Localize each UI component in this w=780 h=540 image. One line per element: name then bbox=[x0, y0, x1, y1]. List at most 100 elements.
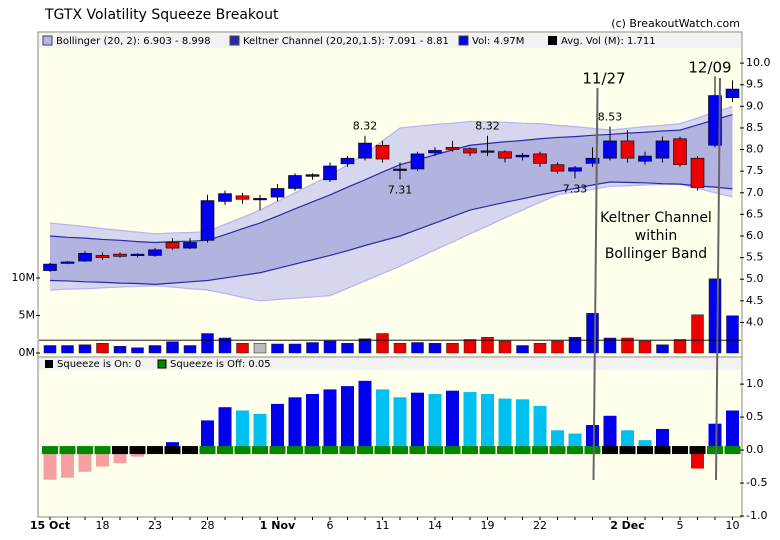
volume-bar bbox=[551, 340, 564, 354]
x-tick-label: 28 bbox=[201, 519, 215, 532]
x-tick-label: 15 Oct bbox=[30, 519, 70, 532]
volume-bar bbox=[96, 343, 109, 354]
volume-bar bbox=[621, 337, 634, 354]
volume-bar bbox=[306, 342, 319, 354]
squeeze-bar bbox=[323, 389, 337, 451]
volume-bar bbox=[43, 345, 57, 354]
squeeze-bar bbox=[446, 390, 459, 451]
volume-bar bbox=[533, 343, 547, 354]
candle-body bbox=[253, 198, 267, 201]
squeeze-bar bbox=[78, 450, 92, 472]
squeeze-dot bbox=[392, 446, 408, 455]
candle-body bbox=[148, 249, 162, 256]
squeeze-bar bbox=[533, 405, 547, 451]
candle-body bbox=[305, 174, 320, 177]
volume-bar bbox=[288, 343, 302, 354]
squeeze-bar bbox=[516, 399, 529, 451]
squeeze-dot bbox=[724, 446, 741, 455]
band-line bbox=[49, 105, 733, 235]
squeeze-bar bbox=[551, 430, 564, 451]
squeeze-bar bbox=[288, 397, 302, 451]
squeeze-bar bbox=[463, 392, 477, 451]
squeeze-dot bbox=[217, 446, 233, 455]
squeeze-dot bbox=[147, 446, 163, 455]
squeeze-tick-label: -0.5 bbox=[746, 476, 767, 489]
squeeze-tick-label: 0.0 bbox=[746, 443, 764, 456]
squeeze-dot bbox=[322, 446, 338, 455]
volume-bar bbox=[568, 337, 582, 354]
candle-body bbox=[165, 242, 180, 249]
volume-bar bbox=[131, 347, 144, 354]
squeeze-tick-label: 1.0 bbox=[746, 377, 764, 390]
candle-body bbox=[428, 150, 442, 154]
candle-body bbox=[480, 150, 495, 153]
squeeze-dot bbox=[549, 446, 566, 455]
squeeze-dot bbox=[94, 446, 111, 455]
candle-body bbox=[340, 157, 355, 165]
legend-bg bbox=[39, 33, 741, 48]
candle-body bbox=[673, 138, 687, 165]
squeeze-dot bbox=[689, 446, 706, 455]
x-tick-label: 2 Dec bbox=[610, 519, 645, 532]
legend-bg bbox=[39, 358, 741, 370]
candle-body bbox=[690, 157, 705, 188]
squeeze-dot bbox=[637, 446, 653, 455]
y-tick-label: 8.5 bbox=[746, 121, 764, 134]
squeeze-bar bbox=[568, 433, 582, 451]
candle-body bbox=[43, 263, 57, 271]
volume-bar bbox=[586, 313, 599, 354]
price-label: 7.33 bbox=[563, 183, 588, 196]
volume-bar bbox=[201, 333, 214, 354]
volume-bar bbox=[411, 342, 424, 354]
source: (c) BreakoutWatch.com bbox=[611, 17, 740, 30]
candle-body bbox=[358, 142, 372, 159]
volume-bar bbox=[358, 338, 372, 354]
candle-body bbox=[270, 188, 285, 198]
squeeze-dot bbox=[164, 446, 181, 455]
volume-bar bbox=[463, 339, 477, 354]
y-tick-label: 6.5 bbox=[746, 207, 764, 220]
price-label: 8.32 bbox=[353, 120, 378, 133]
squeeze-dot bbox=[357, 446, 373, 455]
band-fill bbox=[50, 114, 733, 285]
x-tick-label: 18 bbox=[96, 519, 110, 532]
squeeze-dot bbox=[427, 446, 443, 455]
candle-body bbox=[515, 154, 530, 158]
squeeze-dot bbox=[462, 446, 478, 455]
candle-body bbox=[498, 151, 512, 159]
squeeze-bar bbox=[358, 380, 372, 451]
x-tick-label: 10 bbox=[726, 519, 740, 532]
candle-body bbox=[463, 148, 477, 154]
squeeze-dot bbox=[707, 446, 723, 455]
squeeze-panel bbox=[37, 356, 743, 518]
squeeze-tick-label: 0.5 bbox=[746, 410, 764, 423]
y-tick-label: 6.0 bbox=[746, 229, 764, 242]
squeeze-dot bbox=[129, 446, 146, 455]
candle-body bbox=[323, 165, 337, 181]
x-tick-label: 14 bbox=[428, 519, 442, 532]
annotation: 11/27 bbox=[582, 70, 625, 88]
x-tick-label: 6 bbox=[327, 519, 334, 532]
candle-body bbox=[235, 195, 250, 200]
squeeze-dot bbox=[269, 446, 286, 455]
squeeze-dot bbox=[497, 446, 513, 455]
candle-body bbox=[638, 155, 652, 162]
annotation: Bollinger Band bbox=[605, 246, 707, 262]
squeeze-dot bbox=[567, 446, 583, 455]
volume-bar bbox=[481, 337, 494, 354]
volume-bar bbox=[323, 340, 337, 354]
squeeze-dot bbox=[654, 446, 671, 455]
legend-text: Squeeze is Off: 0.05 bbox=[170, 359, 271, 370]
x-tick-label: 19 bbox=[481, 519, 495, 532]
band-line bbox=[49, 113, 733, 244]
band-line bbox=[49, 183, 733, 302]
legend-text: Avg. Vol (M): 1.711 bbox=[561, 36, 656, 47]
y-tick-label: 5.0 bbox=[746, 272, 764, 285]
candle-body bbox=[200, 200, 215, 241]
squeeze-bar bbox=[271, 403, 284, 451]
y-tick-label: 4.0 bbox=[746, 315, 764, 328]
candle-body bbox=[550, 164, 565, 172]
squeeze-dot bbox=[112, 446, 128, 455]
squeeze-bar bbox=[341, 386, 354, 451]
candle-body bbox=[655, 140, 670, 159]
